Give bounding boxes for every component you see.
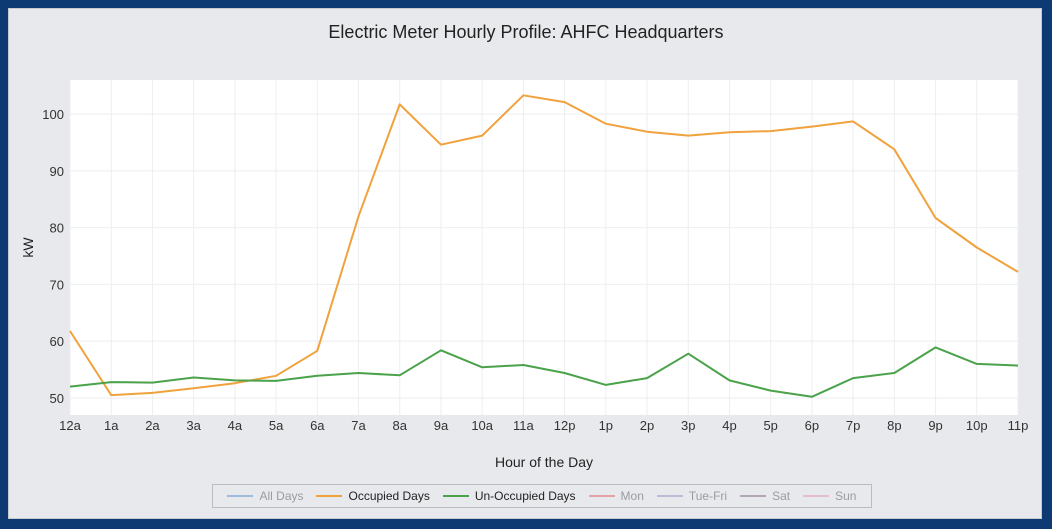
y-tick-label: 80 (50, 221, 64, 236)
legend-label: Sat (772, 489, 791, 503)
x-tick-label: 10p (966, 418, 988, 433)
x-tick-label: 11p (1008, 418, 1029, 433)
x-tick-label: 6a (310, 418, 325, 433)
x-tick-label: 2p (640, 418, 654, 433)
chart-title: Electric Meter Hourly Profile: AHFC Head… (328, 22, 724, 42)
x-tick-label: 9p (928, 418, 942, 433)
y-tick-label: 70 (50, 277, 64, 292)
legend-label: Occupied Days (348, 489, 430, 503)
x-tick-label: 1a (104, 418, 119, 433)
chart-legend: All Days Occupied Days Un-Occupied Days Mon… (212, 484, 872, 508)
legend-swatch (656, 495, 683, 497)
legend-item-un-occupied-days[interactable]: Un-Occupied Days (442, 489, 576, 503)
legend-item-sat[interactable]: Sat (740, 489, 790, 503)
legend-swatch (442, 495, 469, 497)
x-tick-label: 3p (681, 418, 695, 433)
x-tick-label: 5a (269, 418, 284, 433)
legend-swatch (803, 495, 830, 497)
x-tick-label: 10a (471, 418, 493, 433)
x-tick-label: 8a (393, 418, 408, 433)
legend-item-all-days[interactable]: All Days (227, 489, 304, 503)
legend-label: Sun (835, 489, 857, 503)
legend-item-sun[interactable]: Sun (803, 489, 856, 503)
legend-label: Mon (620, 489, 644, 503)
x-tick-label: 11a (513, 418, 534, 433)
legend-swatch (588, 495, 615, 497)
legend-item-tue-fri[interactable]: Tue-Fri (656, 489, 728, 503)
x-tick-label: 12p (554, 418, 576, 433)
legend-swatch (227, 495, 254, 497)
x-tick-label: 12a (59, 418, 81, 433)
legend-label: All Days (259, 489, 304, 503)
y-tick-label: 100 (42, 107, 64, 122)
x-tick-label: 9a (434, 418, 449, 433)
legend-item-occupied-days[interactable]: Occupied Days (316, 489, 430, 503)
series-line-occupied-days (69, 94, 1019, 397)
y-tick-label: 50 (50, 391, 64, 406)
legend-swatch (316, 495, 343, 497)
plot-area (70, 80, 1018, 415)
legend-label: Un-Occupied Days (474, 489, 576, 503)
x-tick-label: 3a (186, 418, 201, 433)
x-tick-label: 4p (722, 418, 736, 433)
legend-swatch (740, 495, 767, 497)
x-tick-label: 1p (599, 418, 613, 433)
x-tick-label: 6p (805, 418, 819, 433)
x-tick-label: 2a (145, 418, 160, 433)
x-axis-title: Hour of the Day (495, 454, 593, 470)
y-axis-title: kW (20, 237, 36, 258)
x-tick-label: 7a (351, 418, 366, 433)
x-tick-label: 8p (887, 418, 901, 433)
x-tick-label: 4a (228, 418, 243, 433)
series-line-un-occupied-days (69, 346, 1019, 398)
legend-item-mon[interactable]: Mon (588, 489, 644, 503)
y-tick-label: 60 (50, 334, 64, 349)
x-tick-label: 7p (846, 418, 860, 433)
legend-label: Tue-Fri (688, 489, 728, 503)
x-tick-label: 5p (763, 418, 777, 433)
y-tick-label: 90 (50, 164, 64, 179)
